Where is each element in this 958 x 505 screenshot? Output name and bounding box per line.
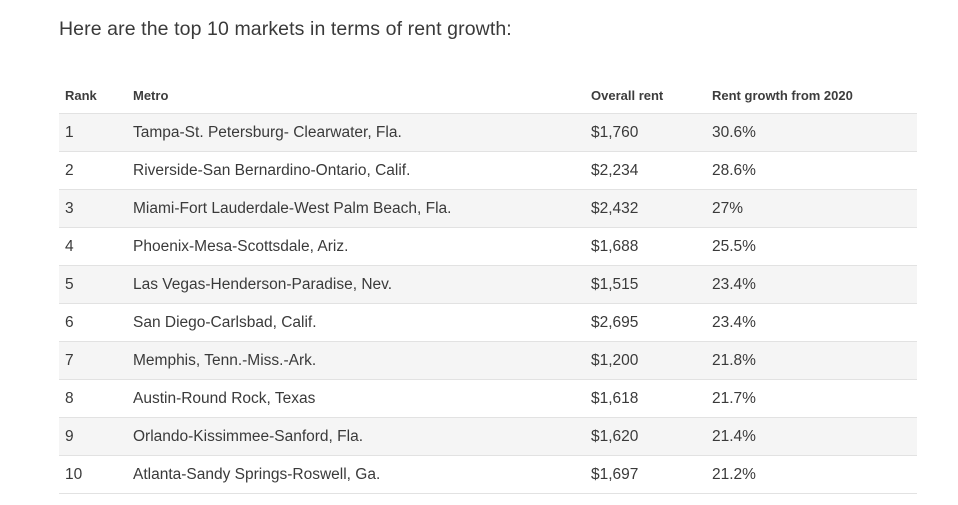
rent-cell: $1,620 bbox=[591, 417, 712, 456]
metro-cell: Atlanta-Sandy Springs-Roswell, Ga. bbox=[133, 455, 591, 494]
header-metro: Metro bbox=[133, 87, 169, 103]
growth-cell: 23.4% bbox=[712, 265, 917, 304]
table-row: 2 Riverside-San Bernardino-Ontario, Cali… bbox=[59, 151, 917, 190]
table-row: 3 Miami-Fort Lauderdale-West Palm Beach,… bbox=[59, 189, 917, 228]
metro-cell: Las Vegas-Henderson-Paradise, Nev. bbox=[133, 265, 591, 304]
metro-cell: Riverside-San Bernardino-Ontario, Calif. bbox=[133, 151, 591, 190]
table-row: 4 Phoenix-Mesa-Scottsdale, Ariz. $1,688 … bbox=[59, 227, 917, 266]
rent-cell: $2,695 bbox=[591, 303, 712, 342]
table-row: 1 Tampa-St. Petersburg- Clearwater, Fla.… bbox=[59, 113, 917, 152]
rank-cell: 7 bbox=[59, 341, 133, 380]
rent-cell: $1,688 bbox=[591, 227, 712, 266]
table-row: 7 Memphis, Tenn.-Miss.-Ark. $1,200 21.8% bbox=[59, 341, 917, 380]
metro-cell: Memphis, Tenn.-Miss.-Ark. bbox=[133, 341, 591, 380]
rent-cell: $1,618 bbox=[591, 379, 712, 418]
table-header-row: Rank Metro Overall rent Rent growth from… bbox=[59, 77, 917, 114]
rent-cell: $2,432 bbox=[591, 189, 712, 228]
growth-cell: 23.4% bbox=[712, 303, 917, 342]
metro-cell: Tampa-St. Petersburg- Clearwater, Fla. bbox=[133, 113, 591, 152]
table-row: 9 Orlando-Kissimmee-Sanford, Fla. $1,620… bbox=[59, 417, 917, 456]
metro-cell: Orlando-Kissimmee-Sanford, Fla. bbox=[133, 417, 591, 456]
rent-cell: $1,760 bbox=[591, 113, 712, 152]
rent-cell: $1,697 bbox=[591, 455, 712, 494]
rank-cell: 10 bbox=[59, 455, 133, 494]
rent-cell: $1,200 bbox=[591, 341, 712, 380]
growth-cell: 21.4% bbox=[712, 417, 917, 456]
growth-cell: 27% bbox=[712, 189, 917, 228]
table-row: 8 Austin-Round Rock, Texas $1,618 21.7% bbox=[59, 379, 917, 418]
intro-text: Here are the top 10 markets in terms of … bbox=[59, 18, 512, 40]
table-row: 5 Las Vegas-Henderson-Paradise, Nev. $1,… bbox=[59, 265, 917, 304]
table-body: 1 Tampa-St. Petersburg- Clearwater, Fla.… bbox=[59, 113, 917, 494]
header-rent-growth: Rent growth from 2020 bbox=[712, 87, 853, 103]
table-row: 6 San Diego-Carlsbad, Calif. $2,695 23.4… bbox=[59, 303, 917, 342]
rent-growth-table: Rank Metro Overall rent Rent growth from… bbox=[59, 77, 917, 494]
rank-cell: 4 bbox=[59, 227, 133, 266]
header-rank: Rank bbox=[65, 87, 97, 103]
growth-cell: 21.7% bbox=[712, 379, 917, 418]
rent-cell: $1,515 bbox=[591, 265, 712, 304]
metro-cell: Austin-Round Rock, Texas bbox=[133, 379, 591, 418]
rank-cell: 3 bbox=[59, 189, 133, 228]
metro-cell: Miami-Fort Lauderdale-West Palm Beach, F… bbox=[133, 189, 591, 228]
metro-cell: San Diego-Carlsbad, Calif. bbox=[133, 303, 591, 342]
header-overall-rent: Overall rent bbox=[591, 87, 664, 103]
metro-cell: Phoenix-Mesa-Scottsdale, Ariz. bbox=[133, 227, 591, 266]
rank-cell: 1 bbox=[59, 113, 133, 152]
rank-cell: 8 bbox=[59, 379, 133, 418]
growth-cell: 25.5% bbox=[712, 227, 917, 266]
rank-cell: 6 bbox=[59, 303, 133, 342]
growth-cell: 21.2% bbox=[712, 455, 917, 494]
rank-cell: 5 bbox=[59, 265, 133, 304]
rank-cell: 2 bbox=[59, 151, 133, 190]
growth-cell: 21.8% bbox=[712, 341, 917, 380]
rank-cell: 9 bbox=[59, 417, 133, 456]
growth-cell: 28.6% bbox=[712, 151, 917, 190]
rent-cell: $2,234 bbox=[591, 151, 712, 190]
table-row: 10 Atlanta-Sandy Springs-Roswell, Ga. $1… bbox=[59, 455, 917, 494]
growth-cell: 30.6% bbox=[712, 113, 917, 152]
